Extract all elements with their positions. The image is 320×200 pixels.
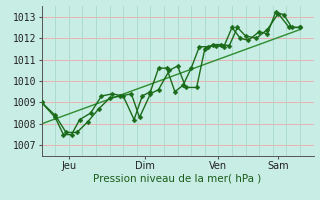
X-axis label: Pression niveau de la mer( hPa ): Pression niveau de la mer( hPa ) <box>93 174 262 184</box>
